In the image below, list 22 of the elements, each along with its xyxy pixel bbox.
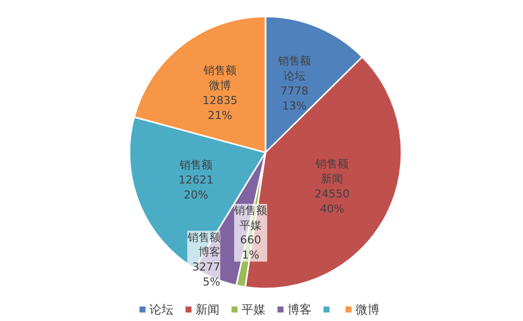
slice-label: 销售额 <box>233 204 268 217</box>
text: 销售额 <box>179 158 212 172</box>
data-label: 3277 5% <box>192 260 220 289</box>
legend-label: 平媒 <box>242 302 266 316</box>
slice-label: 博客 <box>198 246 220 259</box>
slice-label: 平媒 <box>240 218 262 232</box>
legend-label: 新闻 <box>196 302 220 316</box>
data-label: 24550 40% <box>314 187 350 216</box>
data-label: 660 1% <box>240 234 262 262</box>
text: 销售额 <box>204 64 237 78</box>
text: 销售额 <box>278 54 311 68</box>
data-label: 7778 13% <box>280 84 308 112</box>
slice-label: 微博 <box>209 79 232 92</box>
slice-label: 新闻 <box>321 172 344 186</box>
slice-label: 论坛 <box>283 70 306 83</box>
legend-label: 微博 <box>356 302 380 316</box>
legend-label: 论坛 <box>150 302 174 316</box>
legend-label: 博客 <box>288 302 312 316</box>
data-label: 12835 21% <box>202 94 238 122</box>
text: 销售额 <box>187 230 220 244</box>
text: 销售额 <box>316 157 349 170</box>
data-label: 12621 20% <box>178 174 214 202</box>
